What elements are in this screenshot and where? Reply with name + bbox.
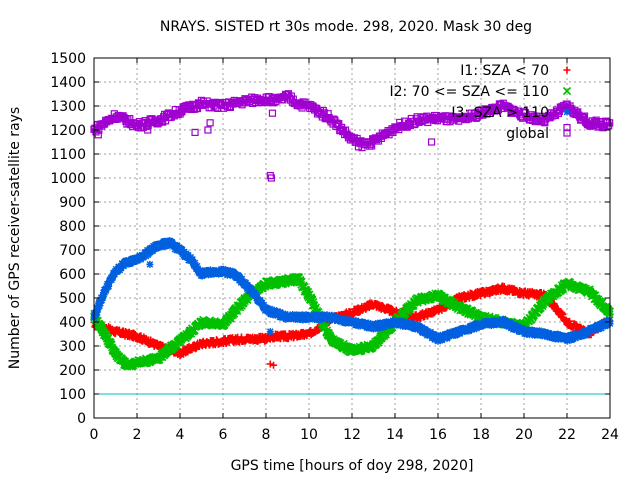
y-tick-label: 700: [59, 243, 86, 259]
data-point: [341, 126, 350, 134]
legend: I1: SZA < 70 I2: 70 <= SZA <= 110 I3: SZA …: [389, 63, 572, 142]
y-tick-label: 500: [59, 291, 86, 307]
chart-title: NRAYS. SISTED rt 30s mode. 298, 2020. Ma…: [160, 19, 532, 35]
series-layer: [89, 90, 615, 371]
outlier-point: [268, 109, 277, 117]
legend-marker: [563, 66, 571, 74]
outlier-point: [146, 260, 154, 268]
outlier-point: [266, 360, 274, 368]
data-point: [158, 117, 166, 125]
x-tick-label: 6: [219, 427, 228, 443]
data-point: [374, 338, 383, 347]
outlier-point: [427, 138, 436, 146]
axis-ticks: 0100200300400500600700800900100011001200…: [50, 51, 619, 443]
x-tick-label: 20: [515, 427, 533, 443]
x-tick-label: 12: [343, 427, 361, 443]
data-point: [563, 337, 571, 345]
y-tick-label: 1200: [50, 123, 86, 139]
y-tick-label: 400: [59, 315, 86, 331]
legend-marker: [562, 86, 572, 96]
x-tick-label: 14: [386, 427, 404, 443]
outlier-point: [563, 123, 571, 132]
y-tick-label: 900: [59, 195, 86, 211]
y-tick-label: 100: [59, 387, 86, 403]
outlier-point: [354, 143, 363, 151]
x-tick-label: 10: [300, 427, 318, 443]
series-i3-sza-110: [90, 237, 614, 345]
y-tick-label: 200: [59, 363, 86, 379]
x-tick-label: 18: [472, 427, 490, 443]
data-point: [191, 259, 199, 267]
y-tick-label: 1300: [50, 99, 86, 115]
x-axis-label: GPS time [hours of doy 298, 2020]: [231, 458, 474, 474]
y-axis-label: Number of GPS receiver-satellite rays: [7, 107, 23, 369]
y-tick-label: 800: [59, 219, 86, 235]
legend-marker: [563, 108, 571, 116]
outlier-point: [191, 128, 199, 136]
y-tick-label: 1400: [50, 75, 86, 91]
outlier-point: [266, 172, 274, 180]
x-tick-label: 0: [90, 427, 99, 443]
outlier-point: [144, 126, 152, 134]
series-i2-70-sza-110: [89, 272, 615, 371]
x-tick-label: 8: [262, 427, 271, 443]
legend-label: I2: 70 <= SZA <= 110: [389, 84, 549, 100]
outlier-point: [204, 126, 212, 134]
y-tick-label: 600: [59, 267, 86, 283]
data-point: [93, 309, 101, 317]
data-point: [96, 302, 104, 310]
y-tick-label: 1500: [50, 51, 86, 67]
data-point: [100, 291, 108, 299]
outlier-point: [206, 119, 214, 127]
y-tick-label: 1000: [50, 171, 86, 187]
x-tick-label: 16: [429, 427, 447, 443]
outlier-point: [200, 270, 208, 278]
legend-label: I3: SZA > 110: [451, 105, 549, 121]
y-tick-label: 1100: [50, 147, 86, 163]
x-tick-label: 24: [601, 427, 619, 443]
outlier-point: [266, 328, 274, 336]
x-tick-label: 2: [133, 427, 142, 443]
legend-label: I1: SZA < 70: [460, 63, 549, 79]
outlier-point: [94, 131, 102, 139]
outlier-point: [267, 174, 275, 182]
legend-label: global: [506, 126, 549, 142]
data-point: [105, 282, 113, 290]
x-tick-label: 4: [176, 427, 185, 443]
y-tick-label: 300: [59, 339, 86, 355]
legend-marker: [563, 129, 571, 137]
y-tick-label: 0: [77, 411, 86, 427]
x-tick-label: 22: [558, 427, 576, 443]
data-point: [99, 293, 107, 301]
outlier-point: [270, 361, 278, 369]
series-global: [90, 90, 614, 182]
